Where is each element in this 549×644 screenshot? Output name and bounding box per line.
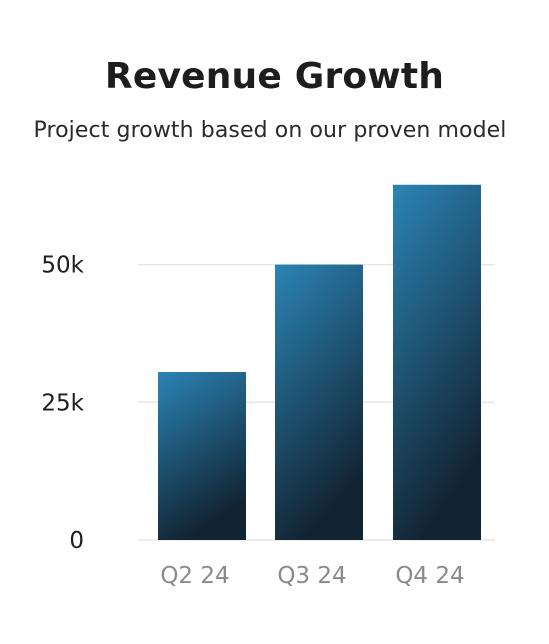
x-tick-label: Q4 24 (395, 563, 464, 589)
bar (393, 184, 481, 540)
bar (275, 264, 363, 540)
bars (158, 184, 481, 540)
x-tick-label: Q3 24 (277, 563, 346, 589)
x-tick-label: Q2 24 (160, 563, 229, 589)
y-axis: 0 25k 50k (41, 253, 84, 554)
bar (158, 372, 246, 540)
chart-subtitle: Project growth based on our proven model (33, 118, 507, 143)
y-tick-label: 50k (41, 253, 84, 279)
y-tick-label: 0 (69, 528, 84, 554)
chart-title: Revenue Growth (104, 56, 445, 97)
y-tick-label: 25k (41, 390, 84, 416)
x-axis: Q2 24 Q3 24 Q4 24 (160, 563, 464, 589)
